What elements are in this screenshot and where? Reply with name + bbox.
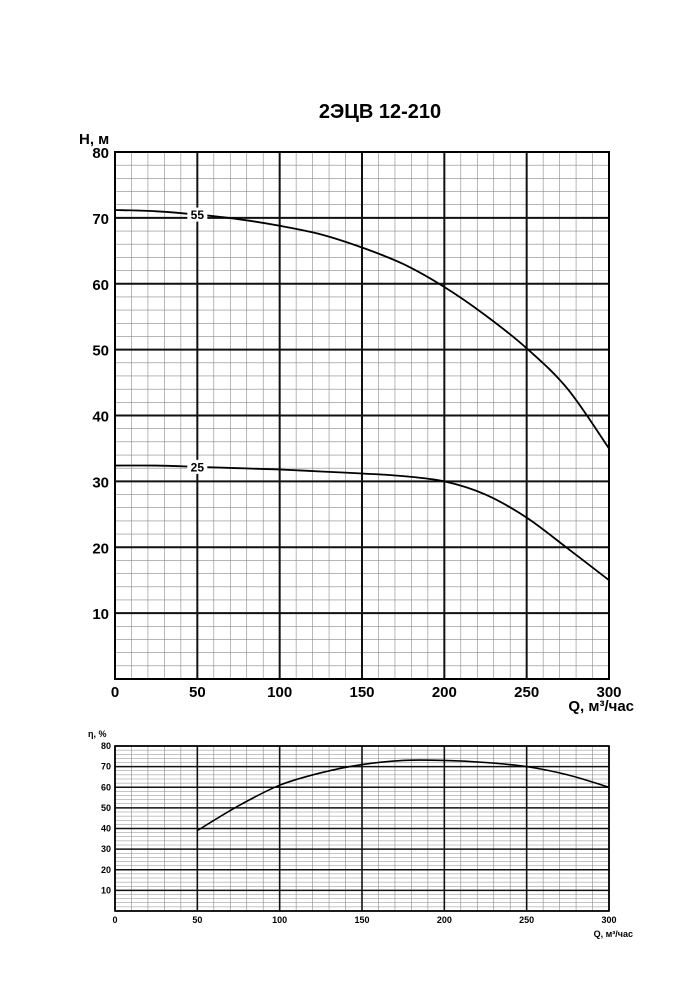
y-tick-label: 60	[101, 782, 111, 792]
y-tick-label: 80	[92, 145, 109, 162]
y-tick-label: 10	[92, 606, 109, 623]
efficiency-chart-grid	[114, 745, 610, 912]
plot-frame	[114, 745, 610, 912]
x-tick-label: 250	[514, 684, 539, 701]
y-tick-label: 30	[101, 844, 111, 854]
series-label-backdrop	[187, 207, 208, 222]
efficiency-x-axis-label: Q, м³/час	[594, 929, 633, 939]
series-label-backdrop	[187, 459, 208, 474]
efficiency-chart-ticks: 0 50 100 150 200 250 300 10 20 30 40 50 60 70 80	[101, 741, 617, 925]
x-tick-label: 150	[354, 915, 369, 925]
y-tick-label: 40	[92, 409, 109, 426]
y-tick-label: 30	[92, 474, 109, 491]
y-tick-label: 70	[92, 211, 109, 228]
y-tick-label: 70	[101, 762, 111, 772]
x-tick-label: 50	[192, 915, 202, 925]
x-tick-label: 200	[432, 684, 457, 701]
head-chart-curves: 55 25	[114, 207, 610, 581]
y-tick-label: 20	[92, 540, 109, 557]
x-tick-label: 100	[267, 684, 292, 701]
y-tick-label: 40	[101, 824, 111, 834]
series-line	[196, 759, 610, 832]
y-tick-label: 60	[92, 277, 109, 294]
x-tick-label: 300	[601, 915, 616, 925]
head-x-axis-label: Q, м³/час	[568, 698, 634, 715]
x-tick-label: 0	[111, 684, 119, 701]
y-tick-label: 80	[101, 741, 111, 751]
x-tick-label: 300	[596, 684, 621, 701]
series-label: 55	[191, 208, 205, 222]
x-tick-label: 0	[112, 915, 117, 925]
x-tick-label: 250	[519, 915, 534, 925]
x-tick-label: 100	[272, 915, 287, 925]
efficiency-y-axis-label: η, %	[88, 729, 107, 739]
chart-title: 2ЭЦВ 12-210	[319, 101, 441, 123]
efficiency-chart-curves	[196, 759, 610, 832]
x-tick-label: 200	[437, 915, 452, 925]
y-tick-label: 50	[101, 803, 111, 813]
head-chart-grid	[114, 151, 610, 680]
head-chart-ticks: 0 50 100 150 200 250 300 10 20 30 40 50 60 70 80	[92, 145, 621, 701]
head-y-axis-label: H, м	[79, 131, 109, 148]
x-tick-label: 150	[349, 684, 374, 701]
x-tick-label: 50	[189, 684, 206, 701]
y-tick-label: 50	[92, 343, 109, 360]
plot-frame	[114, 151, 610, 680]
y-tick-label: 10	[101, 885, 111, 895]
y-tick-label: 20	[101, 865, 111, 875]
series-label: 25	[191, 460, 205, 474]
